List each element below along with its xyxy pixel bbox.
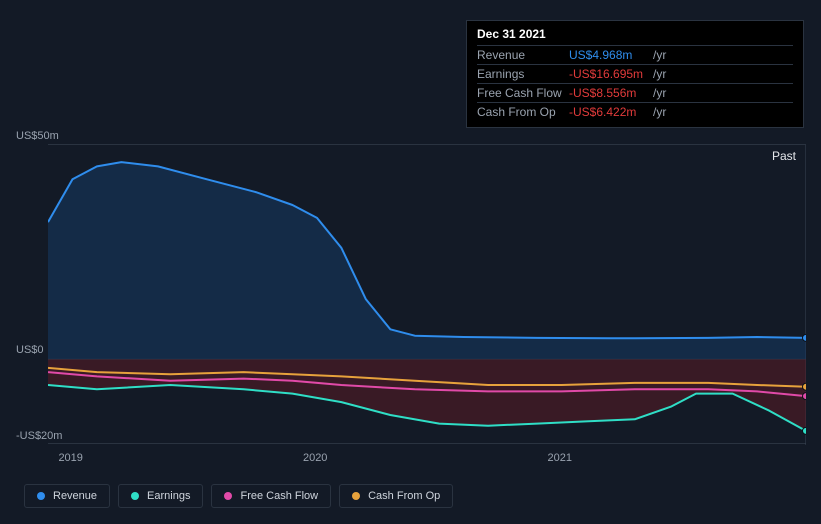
past-label: Past	[772, 149, 796, 163]
legend-item[interactable]: Free Cash Flow	[211, 484, 331, 508]
legend-label: Earnings	[147, 490, 190, 502]
tooltip-row: Earnings-US$16.695m/yr	[477, 64, 793, 83]
chart-svg	[48, 145, 806, 445]
y-axis-label: US$0	[16, 344, 44, 356]
tooltip-metric-unit: /yr	[653, 105, 666, 119]
legend-item[interactable]: Cash From Op	[339, 484, 453, 508]
tooltip-row: Cash From Op-US$6.422m/yr	[477, 102, 793, 121]
tooltip-metric-label: Earnings	[477, 67, 569, 81]
x-axis-label: 2020	[303, 452, 327, 464]
legend-dot-icon	[352, 492, 360, 500]
chart-plot[interactable]: Past	[48, 144, 806, 444]
legend-label: Free Cash Flow	[240, 490, 318, 502]
x-axis-label: 2021	[547, 452, 571, 464]
tooltip-metric-value: -US$16.695m	[569, 67, 653, 81]
x-axis-label: 2019	[58, 452, 82, 464]
chart-container: US$50mUS$0-US$20m Past	[16, 128, 806, 448]
legend-dot-icon	[37, 492, 45, 500]
tooltip-row: Free Cash Flow-US$8.556m/yr	[477, 83, 793, 102]
tooltip-metric-unit: /yr	[653, 86, 666, 100]
tooltip-metric-value: US$4.968m	[569, 48, 653, 62]
legend-dot-icon	[224, 492, 232, 500]
chart-tooltip: Dec 31 2021 RevenueUS$4.968m/yrEarnings-…	[466, 20, 804, 128]
legend-item[interactable]: Revenue	[24, 484, 110, 508]
legend-dot-icon	[131, 492, 139, 500]
tooltip-metric-label: Free Cash Flow	[477, 86, 569, 100]
chart-legend: Revenue Earnings Free Cash Flow Cash From O…	[24, 484, 453, 508]
tooltip-date: Dec 31 2021	[477, 27, 793, 45]
legend-label: Revenue	[53, 490, 97, 502]
x-axis-labels: 2019 2020 2021	[48, 452, 806, 468]
tooltip-metric-unit: /yr	[653, 67, 666, 81]
tooltip-metric-unit: /yr	[653, 48, 666, 62]
y-axis-label: US$50m	[16, 130, 59, 142]
legend-item[interactable]: Earnings	[118, 484, 203, 508]
tooltip-metric-label: Revenue	[477, 48, 569, 62]
legend-label: Cash From Op	[368, 490, 440, 502]
tooltip-metric-label: Cash From Op	[477, 105, 569, 119]
tooltip-metric-value: -US$6.422m	[569, 105, 653, 119]
tooltip-row: RevenueUS$4.968m/yr	[477, 45, 793, 64]
tooltip-metric-value: -US$8.556m	[569, 86, 653, 100]
